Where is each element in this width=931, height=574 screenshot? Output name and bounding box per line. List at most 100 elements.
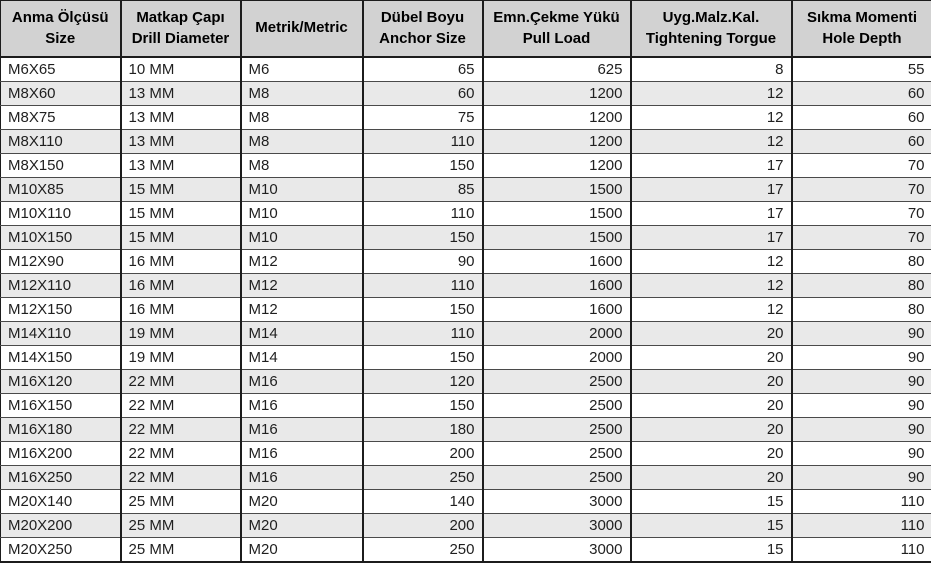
- header-hole-depth-en: Hole Depth: [822, 29, 902, 47]
- header-pull-load: Emn.Çekme Yükü Pull Load: [481, 0, 632, 58]
- table-cell: 1200: [481, 105, 632, 130]
- table-cell: M20: [239, 537, 364, 563]
- table-cell: M10X150: [0, 225, 122, 250]
- table-cell: M20X140: [0, 489, 122, 514]
- table-row: M12X110 16 MM M12 110 1600 12 80: [0, 273, 931, 298]
- table-cell: 150: [361, 225, 484, 250]
- header-drill-diameter-en: Drill Diameter: [131, 29, 230, 47]
- table-cell: M20X200: [0, 513, 122, 538]
- table-cell: M20: [239, 489, 364, 514]
- header-tightening-torque-en: Tightening Torgue: [645, 29, 777, 47]
- table-cell: 70: [790, 201, 931, 226]
- table-cell: M14: [239, 345, 364, 370]
- table-cell: 60: [790, 81, 931, 106]
- table-cell: 80: [790, 249, 931, 274]
- table-cell: 90: [790, 369, 931, 394]
- table-cell: 20: [629, 321, 793, 346]
- table-cell: 70: [790, 225, 931, 250]
- table-cell: M12: [239, 249, 364, 274]
- table-cell: M10X110: [0, 201, 122, 226]
- table-cell: 15 MM: [119, 225, 242, 250]
- header-row: Anma Ölçüsü Size Matkap Çapı Drill Diame…: [0, 0, 931, 58]
- header-drill-diameter: Matkap Çapı Drill Diameter: [119, 0, 242, 58]
- table-cell: 110: [790, 513, 931, 538]
- table-cell: 16 MM: [119, 297, 242, 322]
- table-cell: 22 MM: [119, 393, 242, 418]
- header-anchor-size-en: Anchor Size: [379, 29, 466, 47]
- table-cell: 150: [361, 345, 484, 370]
- table-cell: 70: [790, 153, 931, 178]
- table-row: M10X110 15 MM M10 110 1500 17 70: [0, 201, 931, 226]
- table-cell: 12: [629, 81, 793, 106]
- table-cell: 1200: [481, 81, 632, 106]
- table-cell: 2500: [481, 369, 632, 394]
- table-cell: 2500: [481, 441, 632, 466]
- table-cell: M16: [239, 369, 364, 394]
- table-cell: 15: [629, 489, 793, 514]
- table-row: M8X75 13 MM M8 75 1200 12 60: [0, 105, 931, 130]
- table-cell: M16X150: [0, 393, 122, 418]
- table-cell: 15: [629, 513, 793, 538]
- table-cell: 60: [361, 81, 484, 106]
- table-row: M8X150 13 MM M8 150 1200 17 70: [0, 153, 931, 178]
- table-cell: 12: [629, 273, 793, 298]
- table-cell: M12: [239, 273, 364, 298]
- table-row: M20X140 25 MM M20 140 3000 15 110: [0, 489, 931, 514]
- table-cell: 22 MM: [119, 465, 242, 490]
- table-cell: 17: [629, 177, 793, 202]
- table-cell: 15: [629, 537, 793, 563]
- table-cell: 2000: [481, 321, 632, 346]
- table-cell: 12: [629, 129, 793, 154]
- table-cell: M10: [239, 225, 364, 250]
- table-cell: 2000: [481, 345, 632, 370]
- table-cell: 625: [481, 56, 632, 82]
- table-cell: 1500: [481, 177, 632, 202]
- table-cell: M16X120: [0, 369, 122, 394]
- header-anchor-size-tr: Dübel Boyu: [380, 9, 465, 27]
- table-cell: 70: [790, 177, 931, 202]
- table-row: M16X250 22 MM M16 250 2500 20 90: [0, 465, 931, 490]
- table-cell: 22 MM: [119, 441, 242, 466]
- table-cell: M14X150: [0, 345, 122, 370]
- table-cell: 90: [790, 465, 931, 490]
- table-cell: M16: [239, 465, 364, 490]
- table-cell: M20: [239, 513, 364, 538]
- table-cell: M12X90: [0, 249, 122, 274]
- table-cell: 19 MM: [119, 345, 242, 370]
- table-cell: M6X65: [0, 56, 122, 82]
- table-cell: 20: [629, 465, 793, 490]
- table-cell: M12: [239, 297, 364, 322]
- table-row: M16X150 22 MM M16 150 2500 20 90: [0, 393, 931, 418]
- table-cell: 110: [361, 321, 484, 346]
- table-cell: 25 MM: [119, 513, 242, 538]
- table-cell: 65: [361, 56, 484, 82]
- header-metric-label: Metrik/Metric: [255, 19, 348, 37]
- header-pull-load-tr: Emn.Çekme Yükü: [493, 9, 620, 27]
- header-tightening-torque: Uyg.Malz.Kal. Tightening Torgue: [629, 0, 793, 58]
- table-cell: 20: [629, 345, 793, 370]
- table-cell: M20X250: [0, 537, 122, 563]
- header-pull-load-en: Pull Load: [522, 29, 591, 47]
- table-cell: 110: [361, 201, 484, 226]
- table-cell: 150: [361, 393, 484, 418]
- table-row: M20X250 25 MM M20 250 3000 15 110: [0, 537, 931, 563]
- table-cell: 22 MM: [119, 417, 242, 442]
- table-row: M16X180 22 MM M16 180 2500 20 90: [0, 417, 931, 442]
- table-cell: 22 MM: [119, 369, 242, 394]
- table-cell: M10: [239, 201, 364, 226]
- table-cell: 15 MM: [119, 201, 242, 226]
- table-cell: 110: [790, 489, 931, 514]
- table-cell: 16 MM: [119, 249, 242, 274]
- table-cell: M6: [239, 56, 364, 82]
- header-tightening-torque-tr: Uyg.Malz.Kal.: [662, 9, 760, 27]
- table-cell: M12X110: [0, 273, 122, 298]
- table-cell: 20: [629, 393, 793, 418]
- table-cell: 90: [790, 441, 931, 466]
- table-cell: 13 MM: [119, 129, 242, 154]
- table-cell: M16: [239, 393, 364, 418]
- table-cell: 12: [629, 105, 793, 130]
- table-cell: 1600: [481, 249, 632, 274]
- table-cell: M16X180: [0, 417, 122, 442]
- table-row: M20X200 25 MM M20 200 3000 15 110: [0, 513, 931, 538]
- table-cell: 13 MM: [119, 105, 242, 130]
